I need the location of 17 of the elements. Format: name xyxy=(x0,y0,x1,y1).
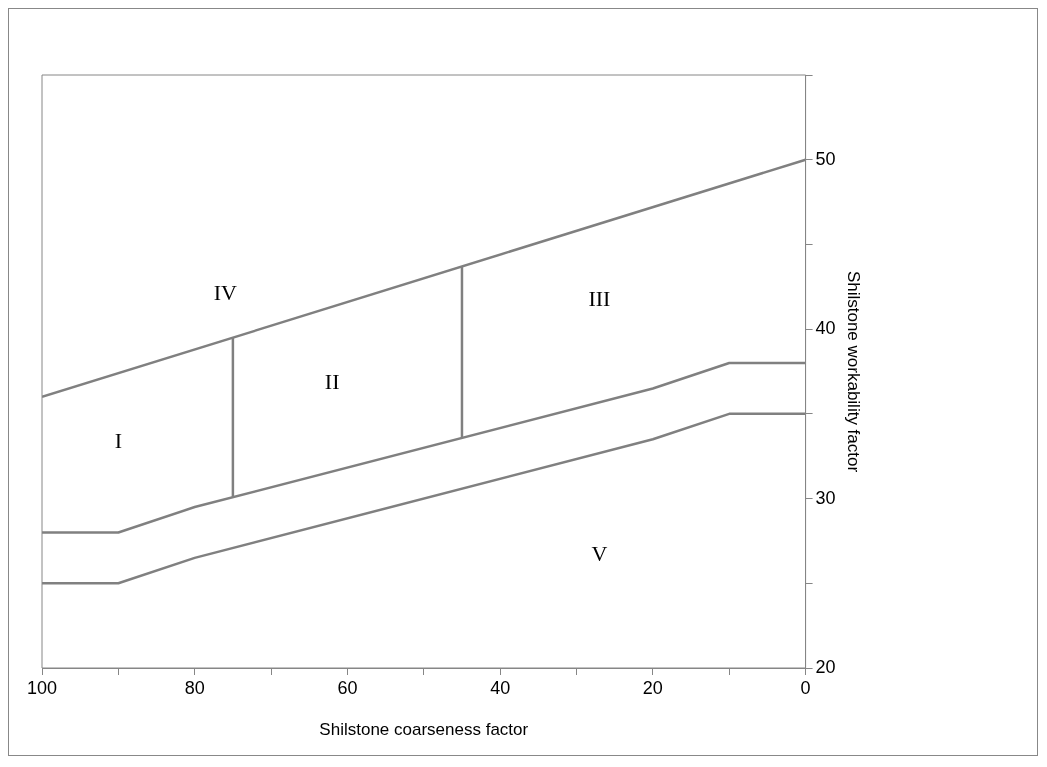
x-tick-label: 100 xyxy=(26,677,58,698)
annotation: III xyxy=(588,286,611,312)
x-tick-label: 20 xyxy=(642,677,663,698)
annotation: IV xyxy=(213,280,237,306)
y-tick-label: 40 xyxy=(815,318,836,339)
x-tick-label: 40 xyxy=(490,677,511,698)
annotation: I xyxy=(114,428,123,454)
annotation: V xyxy=(591,541,608,567)
y-tick-label: 30 xyxy=(815,487,836,508)
annotation: II xyxy=(324,369,340,395)
x-tick-label: 0 xyxy=(800,677,811,698)
x-tick-label: 80 xyxy=(184,677,205,698)
y-tick-label: 50 xyxy=(815,148,836,169)
x-tick-label: 60 xyxy=(337,677,358,698)
y-axis-title: Shilstone workability factor xyxy=(844,270,864,473)
y-tick-label: 20 xyxy=(815,656,836,677)
x-axis-title: Shilstone coarseness factor xyxy=(319,720,529,740)
